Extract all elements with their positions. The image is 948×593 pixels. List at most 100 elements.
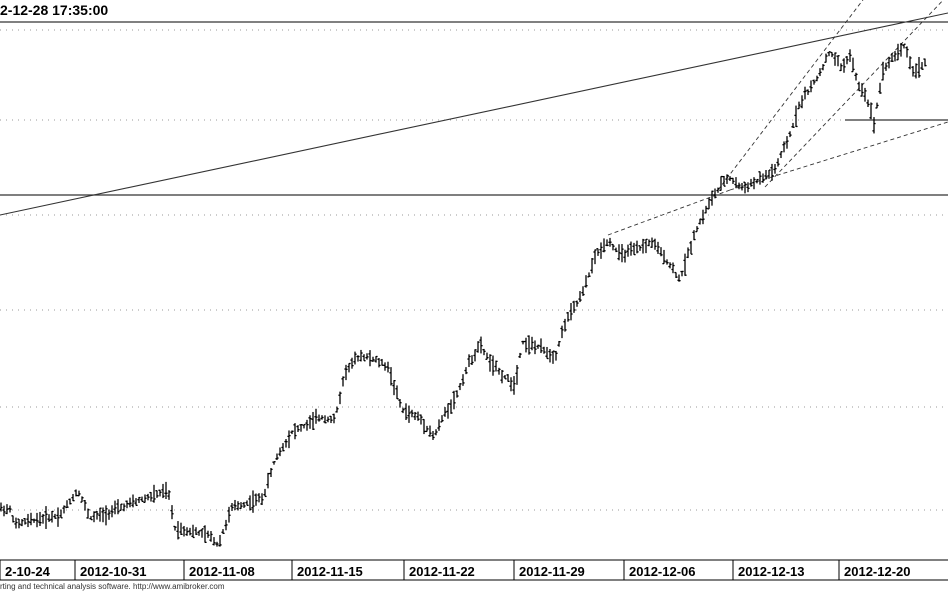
price-bar-188	[563, 318, 567, 332]
price-bar-43	[128, 497, 132, 508]
price-bar-99	[296, 425, 300, 432]
price-bar-253	[758, 171, 762, 185]
price-bar-5	[14, 517, 18, 529]
price-bar-147	[440, 415, 444, 423]
price-bar-303	[908, 56, 912, 70]
price-bar-288	[863, 87, 867, 102]
price-bar-89	[266, 472, 270, 489]
price-bar-100	[299, 424, 303, 432]
price-bar-98	[293, 423, 297, 440]
price-bar-136	[407, 405, 411, 423]
price-bar-78	[233, 499, 237, 511]
x-tick-label-8: 2012-12-20	[844, 564, 911, 579]
price-bar-178	[533, 340, 537, 355]
price-bar-130	[389, 367, 393, 386]
price-bar-241	[722, 175, 726, 187]
price-bar-203	[608, 237, 612, 247]
price-bar-21	[62, 505, 66, 514]
price-bar-256	[767, 169, 771, 179]
price-bar-265	[794, 105, 798, 128]
price-bar-26	[77, 490, 81, 497]
price-bar-202	[605, 239, 609, 247]
price-bar-151	[452, 390, 456, 410]
price-bar-230	[689, 240, 693, 255]
price-bar-267	[800, 95, 804, 109]
price-bar-198	[593, 249, 597, 265]
price-bar-114	[341, 376, 345, 387]
price-bar-290	[869, 102, 873, 120]
price-bar-295	[884, 62, 888, 71]
price-bar-31	[92, 511, 96, 523]
price-bar-275	[824, 53, 828, 63]
price-bar-176	[527, 335, 531, 355]
price-bar-252	[755, 178, 759, 184]
chart-timestamp: 2-12-28 17:35:00	[0, 2, 109, 18]
price-bar-200	[599, 242, 603, 259]
price-bar-53	[158, 489, 162, 497]
x-tick-label-4: 2012-11-22	[409, 564, 475, 579]
price-bar-38	[113, 500, 117, 515]
price-bar-11	[32, 518, 36, 523]
price-bar-231	[692, 230, 696, 241]
price-bar-235	[704, 205, 708, 214]
price-bar-32	[95, 511, 99, 520]
price-bar-172	[515, 364, 519, 385]
price-bar-234	[701, 209, 705, 225]
price-bar-285	[854, 72, 858, 81]
price-bar-25	[74, 489, 78, 497]
price-bar-162	[485, 352, 489, 360]
price-bar-294	[881, 61, 885, 81]
price-bar-140	[419, 414, 423, 425]
x-tick-label-3: 2012-11-15	[297, 564, 363, 579]
price-bar-124	[371, 356, 375, 362]
price-bar-81	[242, 501, 246, 508]
price-bar-160	[479, 336, 483, 354]
grid-lines	[0, 21, 948, 581]
price-bar-70	[209, 531, 213, 542]
price-bar-262	[785, 136, 789, 149]
price-bar-139	[416, 411, 420, 421]
price-bar-245	[734, 177, 738, 189]
price-bar-220	[659, 247, 663, 257]
price-bar-74	[221, 529, 225, 534]
price-bar-177	[530, 336, 534, 351]
price-bar-72	[215, 541, 219, 547]
price-bar-103	[308, 415, 312, 429]
price-bar-273	[818, 68, 822, 77]
price-bar-211	[632, 242, 636, 256]
price-bar-135	[404, 403, 408, 421]
price-bar-157	[470, 355, 474, 365]
price-bar-244	[731, 177, 735, 184]
price-bar-224	[671, 262, 675, 274]
price-bar-120	[359, 349, 363, 362]
price-bar-243	[728, 176, 732, 181]
price-bar-115	[344, 364, 348, 381]
price-bar-163	[488, 354, 492, 372]
x-tick-label-2: 2012-11-08	[189, 564, 255, 579]
price-bar-206	[617, 244, 621, 261]
price-bar-296	[887, 56, 891, 69]
price-bar-84	[251, 490, 255, 513]
price-bar-155	[464, 367, 468, 375]
price-bar-93	[278, 447, 282, 457]
price-bar-216	[647, 239, 651, 247]
price-bar-80	[239, 502, 243, 510]
price-bar-277	[830, 51, 834, 58]
price-bar-119	[356, 355, 360, 362]
price-bar-12	[35, 512, 39, 528]
price-bar-190	[569, 303, 573, 321]
price-bar-242	[725, 174, 729, 184]
price-bar-222	[665, 259, 669, 265]
price-bar-161	[482, 348, 486, 356]
price-bar-298	[893, 51, 897, 62]
price-bar-196	[587, 272, 591, 278]
price-bar-24	[71, 493, 75, 502]
price-bar-232	[695, 226, 699, 233]
price-bar-0	[0, 502, 3, 512]
price-bar-207	[620, 244, 624, 263]
price-bar-146	[437, 419, 441, 431]
price-bar-165	[494, 360, 498, 372]
price-bar-71	[212, 537, 216, 546]
price-bar-44	[131, 494, 135, 508]
price-bar-109	[326, 416, 330, 423]
